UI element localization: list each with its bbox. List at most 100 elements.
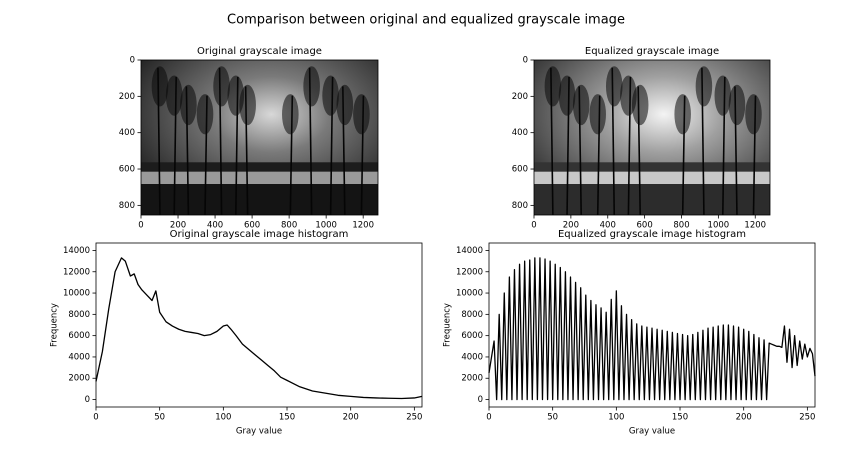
y-axis-label: Frequency bbox=[443, 303, 453, 347]
image-foliage bbox=[589, 94, 606, 135]
x-tick-label: 150 bbox=[672, 413, 688, 423]
axes: 0 50 100 150 200 250 0 2000 4000 6000 8000 10000 120… bbox=[443, 229, 816, 437]
x-tick-label: 200 bbox=[563, 221, 579, 231]
y-tick-label: 4000 bbox=[68, 352, 90, 362]
y-tick-label: 12000 bbox=[63, 267, 90, 277]
y-tick-label: 0 bbox=[85, 395, 90, 405]
image-foliage bbox=[180, 84, 197, 126]
y-tick-label: 400 bbox=[119, 128, 135, 138]
x-tick-label: 800 bbox=[281, 221, 297, 231]
image-foliage bbox=[336, 84, 354, 126]
image-foliage bbox=[151, 66, 169, 107]
y-tick-label: 10000 bbox=[456, 289, 483, 299]
x-tick-label: 1200 bbox=[352, 221, 374, 231]
y-tick-label: 400 bbox=[512, 128, 528, 138]
y-tick-label: 12000 bbox=[456, 267, 483, 277]
image-foliage bbox=[572, 84, 590, 126]
axes: 0 200 400 600 800 1000 1200 0 200 400 600 800 Equali… bbox=[512, 46, 771, 231]
image-ground bbox=[141, 184, 378, 215]
y-tick-label: 2000 bbox=[68, 374, 90, 384]
image-lake bbox=[534, 171, 770, 184]
x-axis-label: Gray value bbox=[629, 427, 675, 437]
x-tick-label: 50 bbox=[154, 413, 165, 423]
image-foliage bbox=[728, 84, 746, 126]
image-foliage bbox=[631, 84, 649, 126]
axes-frame bbox=[533, 59, 771, 216]
y-tick-label: 14000 bbox=[63, 246, 90, 256]
image-shore bbox=[141, 162, 378, 172]
image-foliage bbox=[695, 66, 713, 107]
figure-title: Comparison between original and equalize… bbox=[227, 13, 625, 28]
x-tick-label: 200 bbox=[170, 221, 186, 231]
image-foliage bbox=[558, 75, 576, 116]
x-tick-label: 400 bbox=[600, 221, 616, 231]
histogram-line bbox=[488, 257, 816, 401]
x-tick-label: 100 bbox=[608, 413, 624, 423]
y-tick-label: 8000 bbox=[461, 310, 483, 320]
image-foliage bbox=[213, 66, 230, 107]
image-foliage bbox=[239, 84, 256, 126]
y-tick-label: 6000 bbox=[68, 331, 90, 341]
x-tick-label: 800 bbox=[673, 221, 689, 231]
axes-title: Equalized grayscale image bbox=[585, 46, 719, 57]
y-tick-label: 0 bbox=[523, 56, 528, 66]
y-axis-label: Frequency bbox=[50, 303, 60, 347]
histogram-line bbox=[95, 257, 423, 400]
x-tick-label: 100 bbox=[215, 413, 231, 423]
image-shore bbox=[534, 162, 770, 172]
x-tick-label: 1200 bbox=[744, 221, 766, 231]
y-tick-label: 10000 bbox=[63, 289, 90, 299]
x-tick-label: 0 bbox=[138, 221, 143, 231]
x-tick-label: 200 bbox=[343, 413, 359, 423]
y-tick-label: 800 bbox=[512, 201, 528, 211]
image-ground bbox=[534, 184, 770, 215]
image-foliage bbox=[165, 75, 183, 116]
x-tick-label: 200 bbox=[736, 413, 752, 423]
image-foliage bbox=[353, 94, 370, 135]
x-tick-label: 0 bbox=[486, 413, 491, 423]
x-tick-label: 0 bbox=[93, 413, 98, 423]
y-tick-label: 8000 bbox=[68, 310, 90, 320]
x-tick-label: 600 bbox=[637, 221, 653, 231]
y-tick-label: 4000 bbox=[461, 352, 483, 362]
x-tick-label: 400 bbox=[207, 221, 223, 231]
x-tick-label: 0 bbox=[531, 221, 536, 231]
image-foliage bbox=[674, 94, 691, 135]
y-tick-label: 0 bbox=[130, 56, 135, 66]
axes-title: Original grayscale image histogram bbox=[170, 229, 349, 240]
y-tick-label: 600 bbox=[119, 165, 135, 175]
axes-frame bbox=[140, 59, 379, 216]
x-tick-label: 600 bbox=[244, 221, 260, 231]
image-foliage bbox=[714, 75, 732, 116]
y-tick-label: 800 bbox=[119, 201, 135, 211]
x-axis-label: Gray value bbox=[236, 427, 282, 437]
y-tick-label: 14000 bbox=[456, 246, 483, 256]
x-tick-label: 50 bbox=[547, 413, 558, 423]
x-tick-label: 1000 bbox=[315, 221, 337, 231]
axes-title: Original grayscale image bbox=[197, 46, 322, 57]
image-foliage bbox=[322, 75, 339, 116]
image-foliage bbox=[745, 94, 762, 135]
image-lake bbox=[141, 171, 378, 184]
x-tick-label: 1000 bbox=[708, 221, 730, 231]
y-tick-label: 2000 bbox=[461, 374, 483, 384]
x-tick-label: 250 bbox=[406, 413, 422, 423]
axes-title: Equalized grayscale image histogram bbox=[558, 229, 746, 240]
y-tick-label: 200 bbox=[512, 92, 528, 102]
image-foliage bbox=[303, 66, 320, 107]
axes: 0 50 100 150 200 250 0 2000 4000 6000 8000 10000 120… bbox=[50, 229, 423, 437]
axes-frame bbox=[488, 242, 816, 408]
y-tick-label: 200 bbox=[119, 92, 135, 102]
image-foliage bbox=[196, 94, 214, 135]
y-tick-label: 6000 bbox=[461, 331, 483, 341]
x-tick-label: 150 bbox=[279, 413, 295, 423]
y-tick-label: 600 bbox=[512, 165, 528, 175]
y-tick-label: 0 bbox=[478, 395, 483, 405]
x-tick-label: 250 bbox=[799, 413, 815, 423]
image-foliage bbox=[605, 66, 623, 107]
image-foliage bbox=[282, 94, 299, 135]
axes-frame bbox=[95, 242, 423, 408]
image-foliage bbox=[544, 66, 562, 107]
axes: 0 200 400 600 800 1000 1200 0 200 400 600 800 Origin… bbox=[119, 46, 379, 231]
